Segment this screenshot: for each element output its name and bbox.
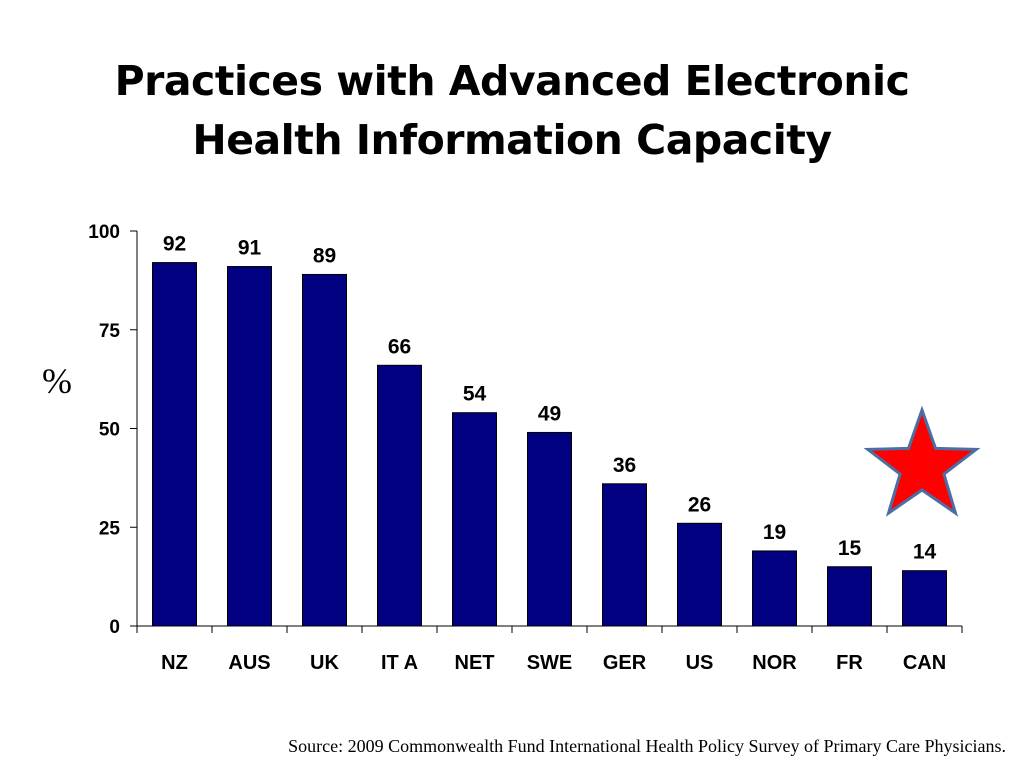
- x-tick-label-us: US: [686, 652, 714, 674]
- x-tick-label-nz: NZ: [161, 652, 188, 674]
- x-tick-label-can: CAN: [903, 652, 946, 674]
- bar-fr: [827, 566, 872, 627]
- y-axis-unit-label: %: [42, 361, 72, 401]
- bar-nz: [152, 262, 197, 627]
- x-tick-label-fr: FR: [836, 652, 863, 674]
- x-tick-label-uk: UK: [310, 652, 339, 674]
- y-tick-label-50: 50: [99, 420, 120, 441]
- y-tick-label-75: 75: [99, 321, 121, 342]
- bar-aus: [227, 266, 272, 627]
- bar-us: [677, 522, 722, 627]
- y-tick-label-0: 0: [109, 617, 120, 638]
- star-icon: [863, 405, 981, 517]
- data-label-fr: 15: [838, 537, 862, 560]
- bar-ita: [377, 364, 422, 627]
- data-label-uk: 89: [313, 244, 336, 267]
- x-tick-label-ger: GER: [603, 652, 647, 674]
- x-tick-label-swe: SWE: [527, 652, 573, 674]
- x-tick-label-aus: AUS: [228, 652, 270, 674]
- data-label-ita: 66: [388, 335, 411, 358]
- x-tick-label-ita: IT A: [381, 652, 418, 674]
- bar-net: [452, 412, 497, 627]
- data-label-swe: 49: [538, 402, 561, 425]
- title-line-2: Health Information Capacity: [192, 116, 832, 164]
- bar-ger: [602, 483, 647, 627]
- data-label-us: 26: [688, 493, 711, 516]
- bar-can: [902, 570, 947, 627]
- bar-uk: [302, 273, 347, 627]
- data-label-ger: 36: [613, 454, 636, 477]
- source-note: Source: 2009 Commonwealth Fund Internati…: [288, 736, 1006, 756]
- x-tick-label-net: NET: [455, 652, 495, 674]
- data-label-aus: 91: [238, 237, 262, 260]
- data-label-nor: 19: [763, 521, 786, 544]
- slide-title: Practices with Advanced Electronic Healt…: [0, 52, 1024, 170]
- y-tick-label-25: 25: [99, 518, 121, 539]
- data-label-net: 54: [463, 383, 487, 406]
- x-tick-label-nor: NOR: [752, 652, 797, 674]
- data-label-nz: 92: [163, 233, 186, 256]
- bar-swe: [527, 431, 572, 627]
- y-tick-label-100: 100: [88, 222, 120, 243]
- bar-nor: [752, 550, 797, 627]
- title-line-1: Practices with Advanced Electronic: [114, 57, 910, 105]
- data-label-can: 14: [913, 541, 937, 564]
